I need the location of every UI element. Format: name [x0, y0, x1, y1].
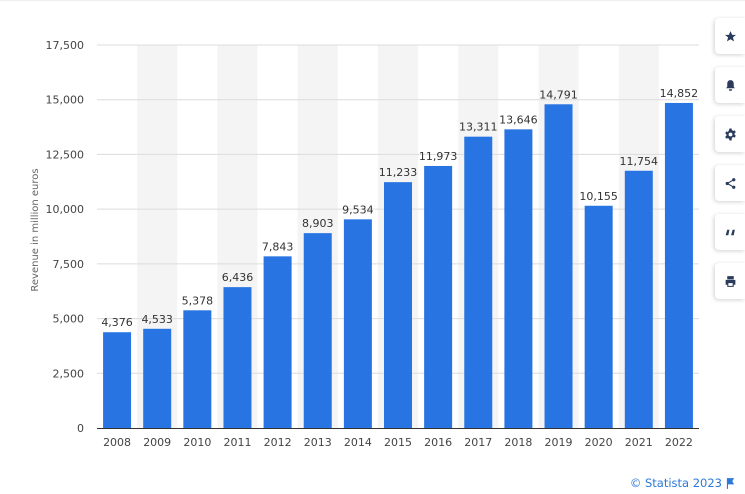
x-tick-label: 2016 [424, 436, 452, 449]
x-tick-label: 2017 [464, 436, 492, 449]
y-tick-label: 10,000 [46, 203, 85, 216]
share-button[interactable] [715, 165, 745, 201]
data-label: 13,311 [459, 121, 498, 134]
gear-icon [724, 128, 736, 140]
x-tick-label: 2020 [585, 436, 613, 449]
settings-button[interactable] [715, 116, 745, 152]
copyright-link[interactable]: © Statista 2023 [629, 476, 722, 490]
data-label: 13,646 [499, 113, 538, 126]
bell-icon [725, 79, 735, 91]
notification-button[interactable] [715, 67, 745, 103]
bar-2013[interactable] [303, 233, 332, 428]
favorite-button[interactable] [715, 18, 745, 54]
y-tick-labels: 0 2,500 5,000 7,500 10,000 12,500 15,000 17,500 [46, 39, 85, 435]
y-tick-label: 7,500 [53, 258, 85, 271]
data-label: 11,973 [419, 150, 458, 163]
bars [103, 102, 693, 429]
quote-icon [725, 229, 735, 235]
y-tick-label: 17,500 [46, 39, 85, 52]
top-divider [0, 0, 745, 1]
print-icon [725, 275, 735, 287]
bar-2020[interactable] [584, 205, 613, 428]
bar-2008[interactable] [103, 332, 132, 428]
star-icon [724, 30, 736, 41]
bar-2011[interactable] [223, 287, 252, 428]
data-label: 11,754 [620, 155, 659, 168]
data-label: 6,436 [222, 271, 254, 284]
bar-2017[interactable] [464, 136, 493, 428]
data-label: 5,378 [182, 294, 214, 307]
data-labels: 4,376 4,533 5,378 6,436 7,843 8,903 9,534 11,23… [101, 87, 698, 329]
x-tick-label: 2018 [504, 436, 532, 449]
data-label: 11,233 [379, 166, 418, 179]
x-tick-label: 2013 [304, 436, 332, 449]
bar-2014[interactable] [343, 219, 372, 428]
x-tick-label: 2019 [545, 436, 573, 449]
data-label: 4,376 [101, 316, 133, 329]
x-tick-label: 2010 [183, 436, 211, 449]
bar-2012[interactable] [263, 256, 292, 428]
data-label: 7,843 [262, 240, 294, 253]
y-tick-label: 0 [77, 422, 84, 435]
cite-button[interactable] [715, 214, 745, 250]
data-label: 10,155 [579, 190, 618, 203]
data-label: 9,534 [342, 203, 374, 216]
y-axis-label: Revenue in million euros [30, 168, 41, 291]
data-label: 14,852 [660, 87, 699, 100]
data-label: 14,791 [539, 88, 578, 101]
x-tick-label: 2009 [143, 436, 171, 449]
data-label: 8,903 [302, 217, 334, 230]
footer: © Statista 2023 [630, 476, 735, 490]
y-tick-label: 2,500 [53, 367, 85, 380]
side-toolbar [715, 18, 745, 299]
y-tick-label: 5,000 [53, 313, 85, 326]
print-button[interactable] [715, 263, 745, 299]
x-tick-labels: 2008 2009 2010 2011 2012 2013 2014 2015 2016 2017… [103, 436, 693, 449]
bar-2019[interactable] [544, 104, 573, 429]
y-tick-label: 12,500 [46, 148, 85, 161]
x-tick-label: 2022 [665, 436, 693, 449]
y-tick-label: 15,000 [46, 94, 85, 107]
bar-2016[interactable] [424, 165, 453, 428]
x-tick-label: 2021 [625, 436, 653, 449]
bar-2022[interactable] [664, 102, 693, 428]
x-tick-label: 2015 [384, 436, 412, 449]
bar-2015[interactable] [384, 182, 412, 428]
bar-2021[interactable] [624, 170, 653, 428]
x-tick-label: 2008 [103, 436, 131, 449]
share-icon [725, 177, 735, 189]
x-tick-label: 2014 [344, 436, 372, 449]
x-tick-label: 2012 [264, 436, 292, 449]
bar-2018[interactable] [504, 129, 533, 429]
bar-2009[interactable] [143, 328, 172, 428]
x-tick-label: 2011 [223, 436, 251, 449]
data-label: 4,533 [141, 313, 173, 326]
bar-2010[interactable] [183, 310, 212, 428]
flag-icon[interactable] [726, 477, 735, 489]
